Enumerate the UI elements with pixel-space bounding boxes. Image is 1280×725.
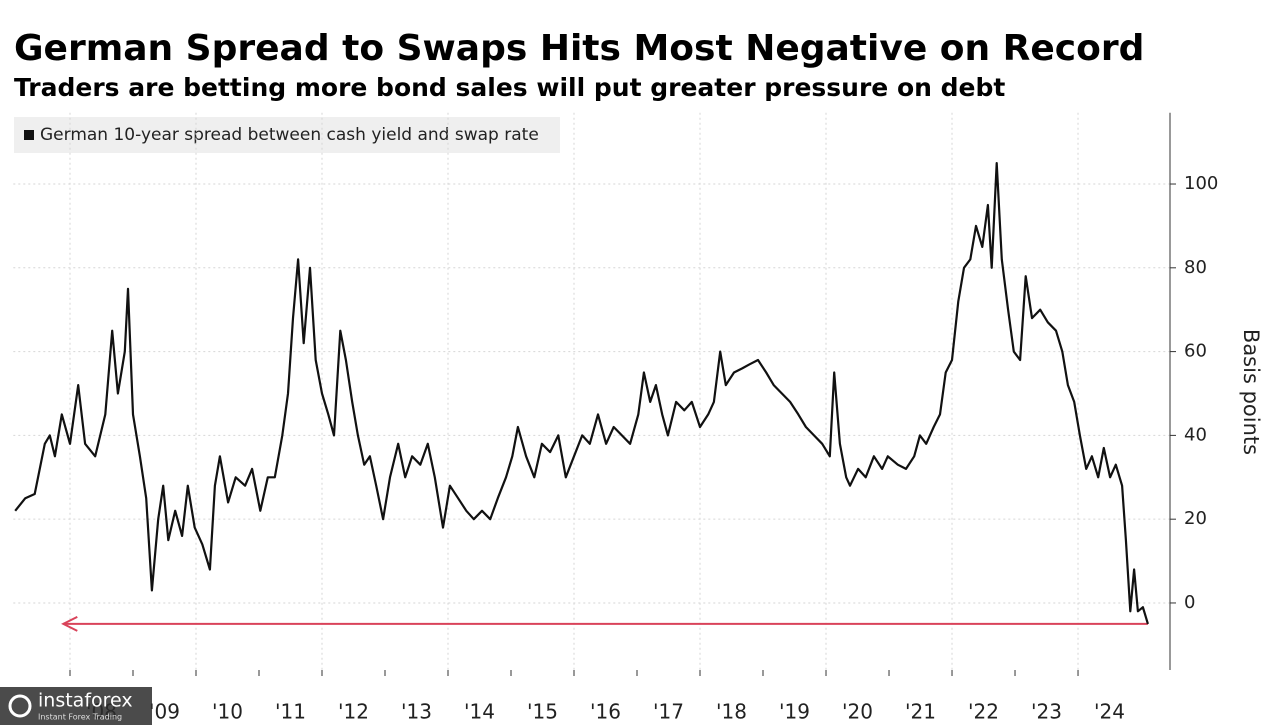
x-tick-label: '24 xyxy=(1094,700,1125,724)
legend-label: German 10-year spread between cash yield… xyxy=(40,125,539,145)
x-tick-label: '22 xyxy=(968,700,999,724)
x-tick-label: '16 xyxy=(590,700,621,724)
y-tick-label: 20 xyxy=(1184,508,1207,529)
chart-subtitle: Traders are betting more bond sales will… xyxy=(14,73,1005,102)
watermark-bg xyxy=(0,687,152,725)
x-tick-label: '10 xyxy=(212,700,243,724)
x-tick-label: '13 xyxy=(401,700,432,724)
watermark-logo xyxy=(8,694,32,718)
x-tick-label: '17 xyxy=(653,700,684,724)
chart-title: German Spread to Swaps Hits Most Negativ… xyxy=(14,28,1144,69)
data-line xyxy=(14,162,1149,625)
x-tick-label: '18 xyxy=(716,700,747,724)
reference-arrowhead xyxy=(61,616,78,632)
watermark-tagline: Instant Forex Trading xyxy=(38,713,122,722)
x-tick-label: '14 xyxy=(464,700,495,724)
x-tick-label: '09 xyxy=(149,700,180,724)
x-tick-label: '12 xyxy=(338,700,369,724)
x-tick-label: '23 xyxy=(1031,700,1062,724)
watermark: instaforex Instant Forex Trading xyxy=(0,687,152,725)
x-tick-label: '21 xyxy=(905,700,936,724)
y-tick-label: 80 xyxy=(1184,257,1207,278)
watermark-name: instaforex xyxy=(38,690,133,712)
x-tick-label: '20 xyxy=(842,700,873,724)
y-axis-label: Basis points xyxy=(1239,329,1263,455)
legend-box xyxy=(14,117,560,153)
y-tick-label: 0 xyxy=(1184,592,1195,613)
y-tick-label: 60 xyxy=(1184,341,1207,362)
y-tick-label: 40 xyxy=(1184,424,1207,445)
x-tick-label: '15 xyxy=(527,700,558,724)
y-tick-label: 100 xyxy=(1184,173,1218,194)
x-tick-label: '11 xyxy=(275,700,306,724)
x-tick-label: '19 xyxy=(779,700,810,724)
legend-swatch xyxy=(24,130,34,140)
